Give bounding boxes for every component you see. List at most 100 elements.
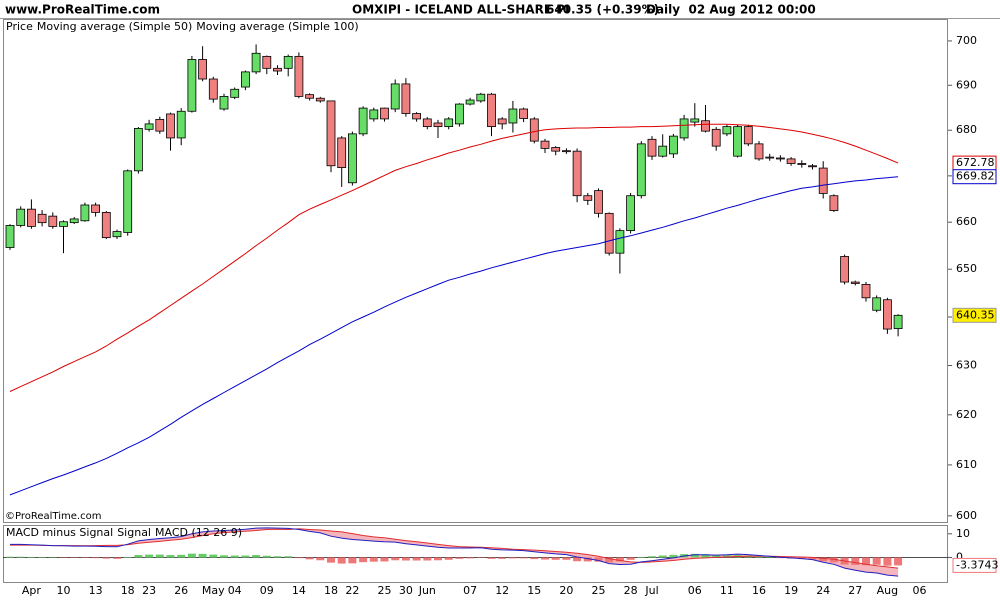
histogram-bar: [252, 555, 261, 558]
histogram-bar: [541, 557, 549, 560]
x-tick-label: Jun: [418, 584, 436, 597]
x-tick-label: 19: [784, 584, 798, 597]
indicator-line: [10, 528, 899, 569]
candle-body: [48, 215, 58, 227]
candle-body: [59, 221, 68, 227]
x-tick-label: May: [202, 584, 225, 597]
histogram-bar: [27, 556, 36, 558]
x-tick-label: 14: [292, 584, 306, 597]
candle-body: [594, 190, 603, 214]
candle-body: [80, 204, 90, 222]
candle-body: [476, 93, 486, 102]
legend-entry: Moving average (Simple 50): [37, 20, 192, 33]
histogram-bar: [669, 554, 678, 558]
x-tick-label: 18: [121, 584, 135, 597]
histogram-bar: [466, 557, 475, 559]
value-label: 640.35: [956, 308, 995, 321]
histogram-bar: [48, 557, 57, 558]
candle-body: [433, 122, 443, 128]
histogram-bar: [6, 556, 14, 558]
chart-title: OMXIPI - ICELAND ALL-SHARE PI: [352, 3, 569, 17]
candle-body: [176, 110, 186, 139]
histogram-bar: [177, 554, 186, 558]
histogram-bar: [220, 555, 228, 558]
y-tick-label: 630: [956, 359, 977, 372]
candle-body: [776, 157, 785, 160]
candle-body: [615, 230, 625, 254]
candle-body: [465, 99, 475, 105]
candle-body: [390, 83, 400, 110]
candle-body: [893, 314, 903, 329]
candle-body: [412, 113, 422, 120]
candle-body: [37, 213, 47, 224]
candle-body: [829, 195, 839, 211]
candle-body: [166, 113, 175, 139]
value-label: -3.3743: [956, 558, 998, 571]
histogram-bar: [230, 555, 239, 558]
legend-entry: MACD (12 26 9): [155, 526, 242, 539]
histogram-bar: [455, 557, 464, 559]
histogram-bar: [412, 557, 421, 561]
value-box: [952, 307, 997, 323]
histogram-bar: [284, 556, 293, 558]
candle-body: [572, 150, 582, 197]
histogram-bar: [776, 557, 785, 559]
histogram-bar: [70, 557, 79, 558]
histogram-bar: [262, 555, 271, 558]
candle-body: [326, 100, 336, 167]
value-box: [952, 169, 997, 185]
histogram-bar: [113, 557, 121, 559]
x-tick-label: 23: [142, 584, 156, 597]
histogram-bar: [327, 557, 335, 563]
candle-body: [273, 67, 282, 72]
histogram-bar: [316, 557, 325, 561]
histogram-bar: [401, 557, 410, 561]
candle-body: [91, 204, 100, 213]
x-tick-label: Apr: [22, 584, 42, 597]
value-label: 669.82: [956, 170, 995, 183]
candle-body: [743, 126, 753, 145]
candle-body: [101, 212, 111, 239]
histogram-bar: [498, 557, 507, 559]
candle-body: [294, 55, 304, 97]
y-tick-label: 600: [956, 509, 977, 522]
candle-body: [604, 212, 614, 254]
histogram-bar: [434, 557, 442, 561]
histogram-bar: [476, 557, 485, 558]
candle-body: [840, 256, 849, 283]
candle-body: [422, 118, 432, 128]
histogram-bar: [658, 555, 667, 558]
candle-body: [133, 128, 143, 172]
watermark: ©ProRealTime.com: [5, 511, 101, 522]
candle-body: [123, 170, 133, 233]
indicator-line: [10, 527, 899, 577]
legend-entry: Price: [6, 20, 33, 33]
candle-body: [380, 107, 389, 120]
candle-body: [337, 137, 347, 169]
candle-body: [358, 107, 368, 135]
y-tick-label: 610: [956, 458, 977, 471]
candle-body: [198, 59, 208, 80]
x-tick-label: 30: [399, 584, 413, 597]
histogram-bar: [894, 557, 903, 566]
candle-body: [733, 126, 742, 157]
candle-body: [112, 231, 122, 238]
candle-body: [69, 218, 79, 224]
histogram-bar: [583, 557, 592, 562]
candle-body: [219, 96, 229, 110]
candle-body: [797, 163, 807, 165]
y-tick-label: 660: [956, 215, 977, 228]
histogram-bar: [102, 557, 111, 559]
x-tick-label: 16: [752, 584, 766, 597]
x-tick-label: 26: [174, 584, 188, 597]
x-tick-label: 28: [624, 584, 638, 597]
candle-body: [240, 71, 250, 88]
candle-body: [251, 52, 261, 73]
y-tick-label: 10: [956, 527, 970, 540]
histogram-bar: [16, 556, 25, 558]
y-tick-label: 690: [956, 78, 977, 91]
candle-body: [754, 143, 764, 160]
x-tick-label: 27: [848, 584, 862, 597]
candle-body: [315, 97, 325, 102]
histogram-bar: [872, 557, 881, 565]
